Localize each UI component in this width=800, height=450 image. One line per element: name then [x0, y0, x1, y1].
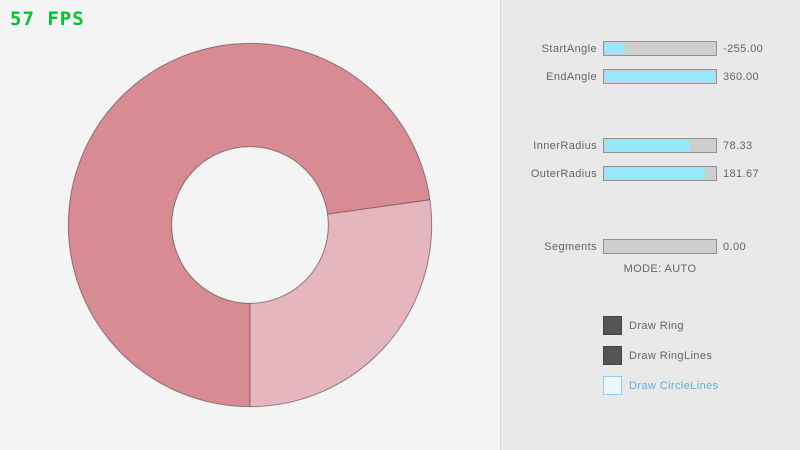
draw-ringlines-checkbox[interactable] [603, 346, 622, 365]
endangle-label: EndAngle [546, 70, 597, 83]
outerradius-slider-fill [605, 168, 705, 179]
outerradius-label: OuterRadius [530, 167, 597, 180]
innerradius-label: InnerRadius [533, 139, 597, 152]
innerradius-value: 78.33 [723, 139, 753, 152]
segments-label: Segments [544, 240, 597, 253]
ring-chart [67, 42, 433, 408]
innerradius-slider-fill [605, 140, 691, 151]
startangle-value: -255.00 [723, 42, 764, 55]
innerradius-slider[interactable] [603, 138, 717, 153]
startangle-row: StartAngle -255.00 [501, 40, 794, 57]
innerradius-row: InnerRadius 78.33 [501, 137, 794, 154]
segments-value: 0.00 [723, 240, 747, 253]
segments-row: Segments 0.00 [501, 238, 794, 255]
mode-label: MODE: AUTO [623, 263, 697, 275]
draw-ring-checkbox[interactable] [603, 316, 622, 335]
draw-circlelines-label: Draw CircleLines [629, 379, 719, 392]
endangle-value: 360.00 [723, 70, 760, 83]
endangle-slider-fill [605, 71, 715, 82]
draw-ring-row: Draw Ring [603, 316, 684, 335]
startangle-label: StartAngle [541, 42, 597, 55]
outerradius-value: 181.67 [723, 167, 760, 180]
segments-slider[interactable] [603, 239, 717, 254]
draw-ringlines-label: Draw RingLines [629, 349, 713, 362]
draw-circlelines-row: Draw CircleLines [603, 376, 719, 395]
fps-counter: 57 FPS [10, 8, 85, 30]
startangle-slider-fill [605, 43, 626, 54]
startangle-slider[interactable] [603, 41, 717, 56]
endangle-slider[interactable] [603, 69, 717, 84]
render-canvas: 57 FPS [10, 8, 433, 408]
draw-ring-label: Draw Ring [629, 319, 684, 332]
outerradius-row: OuterRadius 181.67 [501, 165, 794, 182]
controls-panel: StartAngle -255.00 EndAngle 360.00 Inner… [500, 0, 800, 450]
draw-ringlines-row: Draw RingLines [603, 346, 712, 365]
outerradius-slider[interactable] [603, 166, 717, 181]
draw-circlelines-checkbox[interactable] [603, 376, 622, 395]
endangle-row: EndAngle 360.00 [501, 68, 794, 85]
